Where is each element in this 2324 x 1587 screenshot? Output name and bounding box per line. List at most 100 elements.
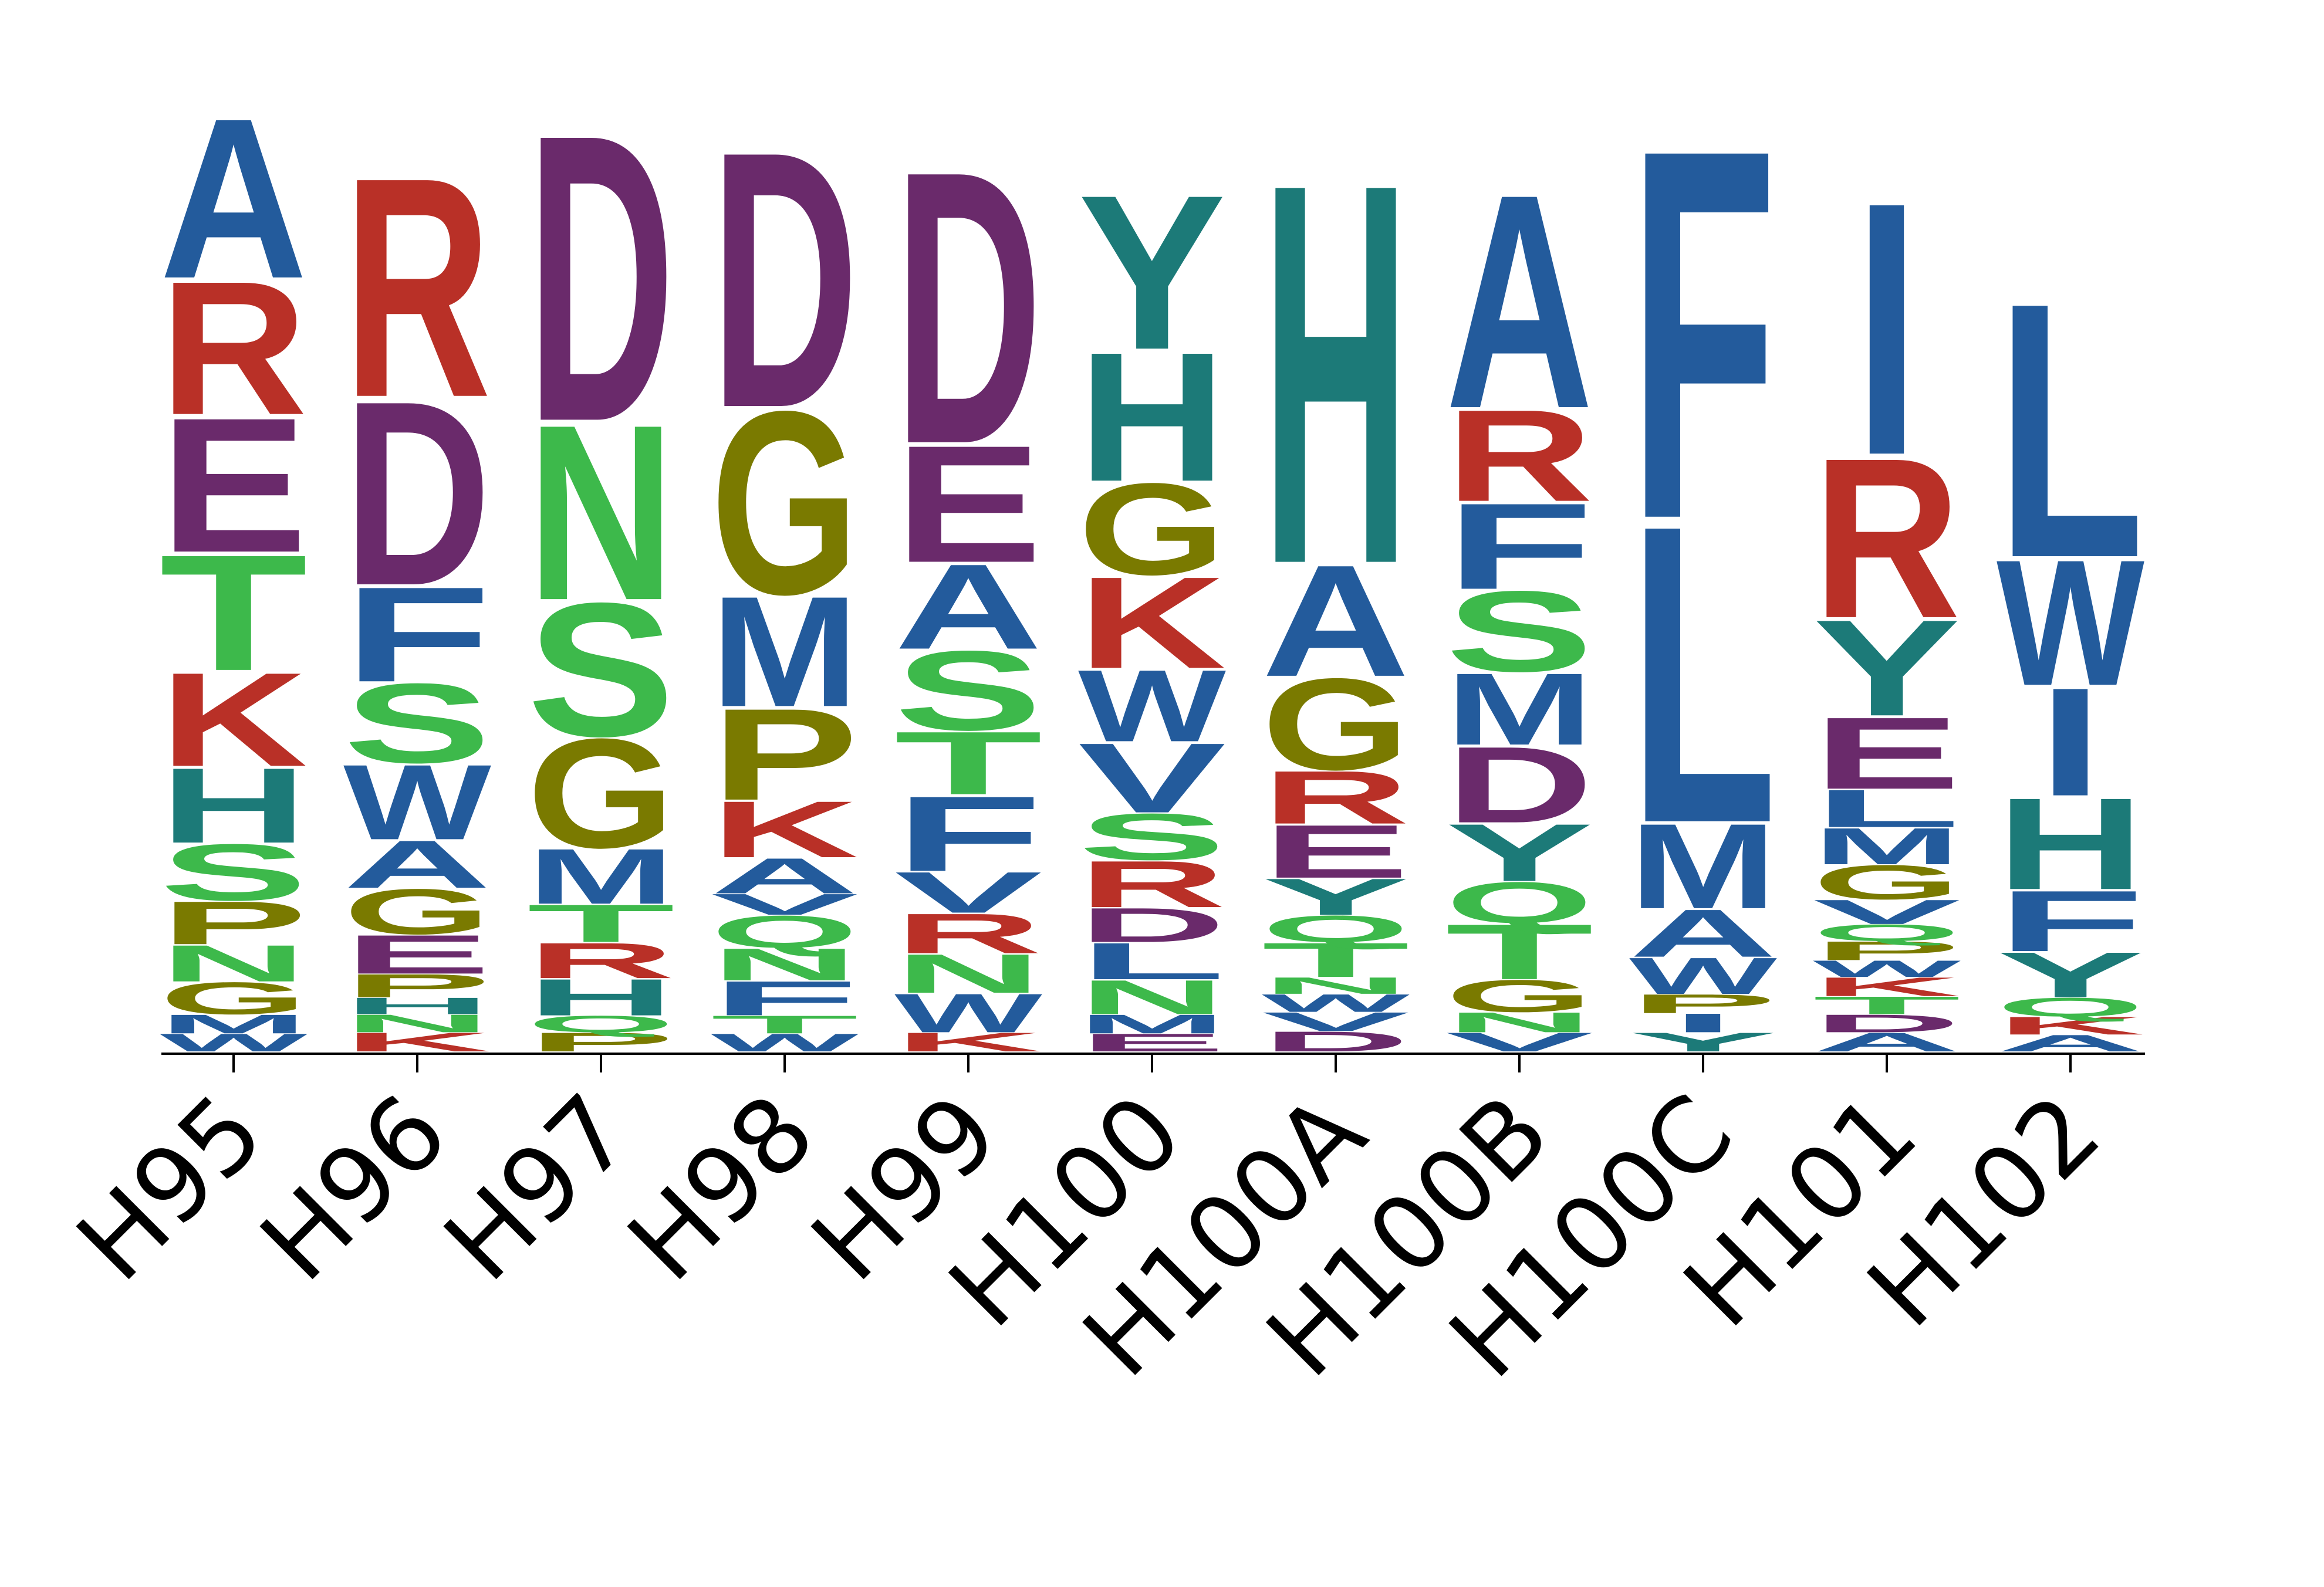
logo-letter-k: K bbox=[711, 785, 859, 875]
logo-letter-f: F bbox=[343, 559, 491, 710]
logo-letter-n: N bbox=[1262, 972, 1410, 999]
logo-letter-a: A bbox=[1445, 131, 1593, 472]
logo-letter-r: R bbox=[1813, 411, 1961, 666]
logo-letter-l: L bbox=[1078, 932, 1226, 990]
logo-letter-f: F bbox=[711, 971, 859, 1026]
logo-letter-f: F bbox=[1997, 872, 2144, 969]
logo-letter-f: F bbox=[1445, 478, 1593, 615]
logo-letter-y: Y bbox=[1445, 807, 1593, 899]
logo-letter-m: M bbox=[1813, 817, 1961, 875]
logo-letter-a: A bbox=[711, 848, 859, 904]
logo-letter-q: Q bbox=[1813, 919, 1961, 946]
logo-letter-g: G bbox=[1445, 970, 1593, 1021]
logo-letter-w: W bbox=[1997, 522, 2146, 723]
logo-letter-l: L bbox=[1997, 227, 2144, 634]
logo-letter-w: W bbox=[894, 983, 1042, 1044]
logo-letter-l: L bbox=[1813, 779, 1961, 838]
logo-letter-r: R bbox=[894, 902, 1042, 965]
logo-letter-k: K bbox=[1813, 972, 1961, 1002]
logo-letter-g: G bbox=[1262, 651, 1410, 797]
logo-letter-s: S bbox=[343, 659, 491, 786]
logo-letter-t: T bbox=[711, 1010, 859, 1038]
logo-letter-d: D bbox=[1445, 725, 1593, 846]
logo-letter-r: R bbox=[1445, 383, 1593, 529]
logo-glyphs: WMGNPSHKTERAKNHPEGAWSFDRPQHRTMGSNDWTFNQV… bbox=[160, 39, 2146, 1057]
logo-letter-r: R bbox=[343, 112, 491, 463]
logo-letter-m: M bbox=[1629, 798, 1777, 933]
logo-letter-w: W bbox=[1262, 989, 1410, 1017]
logo-letter-a: A bbox=[1262, 532, 1410, 710]
logo-letter-m: M bbox=[1445, 652, 1593, 766]
logo-letter-k: K bbox=[1078, 550, 1226, 696]
logo-letter-d: D bbox=[711, 75, 859, 483]
logo-letter-v: V bbox=[1078, 723, 1227, 834]
logo-letter-e: E bbox=[1078, 1028, 1226, 1057]
x-tick-label: H98 bbox=[606, 1072, 837, 1304]
x-tick-label: H96 bbox=[239, 1072, 470, 1304]
logo-letter-k: K bbox=[160, 645, 308, 794]
logo-letter-h: H bbox=[1997, 771, 2144, 917]
logo-letter-n: N bbox=[527, 373, 675, 652]
logo-letter-y: Y bbox=[1262, 868, 1410, 926]
logo-letter-a: A bbox=[1997, 1030, 2144, 1057]
logo-letter-w: W bbox=[1078, 648, 1226, 763]
logo-letter-i: I bbox=[1854, 128, 1920, 530]
logo-letter-t: T bbox=[894, 713, 1042, 813]
logo-letter-g: G bbox=[343, 876, 491, 948]
logo-letter-v: V bbox=[1445, 1027, 1595, 1057]
logo-letter-a: A bbox=[343, 827, 491, 902]
logo-letter-h: H bbox=[1078, 314, 1226, 520]
logo-letter-f: F bbox=[1629, 39, 1777, 629]
logo-letter-v: V bbox=[1262, 1007, 1411, 1037]
logo-letter-s: S bbox=[1078, 800, 1226, 874]
logo-letter-s: S bbox=[160, 828, 308, 918]
logo-letter-h: H bbox=[1262, 70, 1410, 678]
logo-letter-s: S bbox=[527, 563, 675, 776]
logo-letter-n: N bbox=[894, 943, 1042, 1004]
x-tick-label: H95 bbox=[55, 1072, 286, 1304]
logo-letter-h: H bbox=[527, 968, 675, 1026]
logo-letter-m: M bbox=[1078, 1009, 1226, 1039]
logo-letter-h: H bbox=[160, 746, 308, 866]
logo-letter-a: A bbox=[1629, 896, 1777, 972]
logo-letter-e: E bbox=[1813, 696, 1961, 811]
logo-letter-k: K bbox=[1997, 1011, 2144, 1040]
logo-letter-e: E bbox=[1262, 809, 1410, 894]
logo-letter-y: Y bbox=[1813, 591, 1961, 745]
logo-letter-a: A bbox=[1813, 1027, 1961, 1057]
logo-letter-m: M bbox=[160, 1009, 308, 1039]
logo-letter-d: D bbox=[894, 90, 1042, 525]
logo-letter-t: T bbox=[527, 894, 675, 953]
logo-letter-i: I bbox=[1670, 1008, 1737, 1038]
logo-letter-v: V bbox=[1813, 893, 1962, 932]
logo-letter-g: G bbox=[1078, 456, 1226, 602]
logo-letter-h: H bbox=[343, 993, 491, 1019]
logo-letter-r: R bbox=[1262, 755, 1410, 840]
logo-letter-y: Y bbox=[1078, 149, 1226, 395]
logo-letter-s: S bbox=[894, 627, 1042, 754]
logo-letter-w: W bbox=[1629, 947, 1777, 1005]
logo-letter-k: K bbox=[343, 1027, 491, 1057]
logo-letter-q: Q bbox=[527, 1011, 675, 1037]
logo-letter-g: G bbox=[1813, 855, 1961, 910]
logo-letter-t: T bbox=[160, 520, 308, 705]
x-axis: H95H96H97H98H99H100H100AH100BH100CH101H1… bbox=[55, 1053, 2145, 1400]
logo-letter-r: R bbox=[1078, 847, 1226, 921]
logo-letter-f: F bbox=[894, 774, 1042, 894]
logo-letter-p: P bbox=[527, 1027, 675, 1057]
logo-letter-v: V bbox=[711, 888, 860, 921]
logo-letter-g: G bbox=[160, 973, 308, 1024]
logo-letter-m: M bbox=[711, 563, 859, 739]
x-tick-label: H97 bbox=[423, 1072, 654, 1304]
logo-letter-r: R bbox=[160, 242, 308, 455]
logo-letter-e: E bbox=[343, 924, 491, 986]
logo-letter-y: Y bbox=[1997, 939, 2144, 1011]
logo-letter-t: T bbox=[1262, 933, 1410, 987]
logo-letter-w: W bbox=[711, 1028, 859, 1057]
